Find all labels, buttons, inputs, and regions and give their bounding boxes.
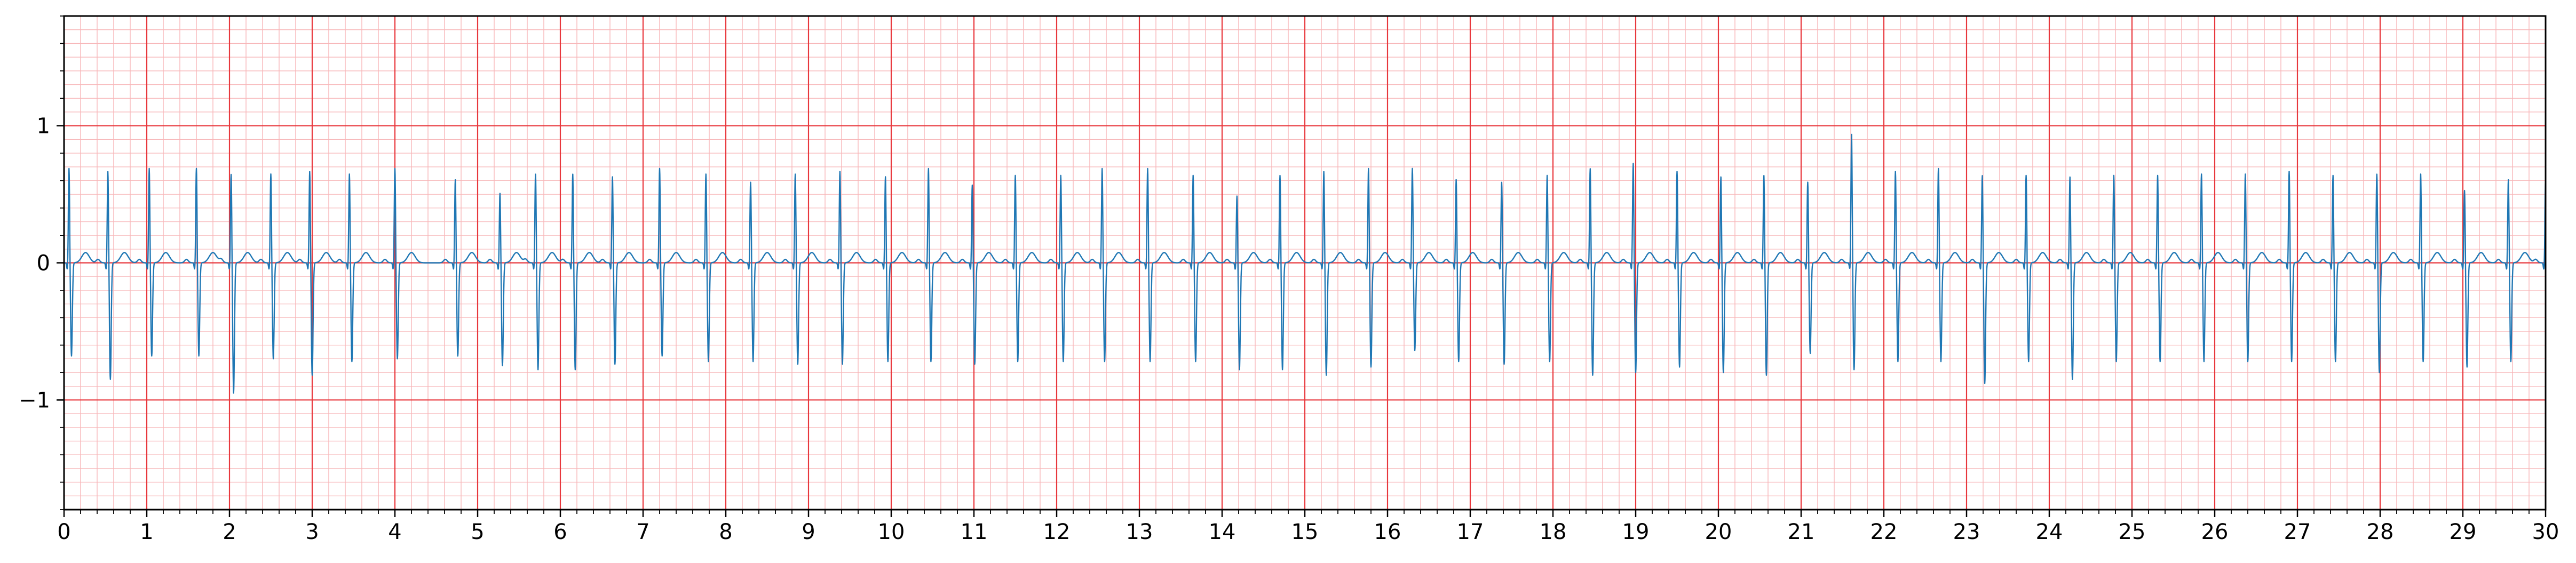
x-tick-label: 6 [553,520,567,544]
x-tick-label: 4 [388,520,401,544]
x-axis: 0 1 2 3 4 5 6 7 8 9 10 11 12 13 14 15 16 17 18 19 20 21 22 23 24… [57,510,2559,544]
x-tick-label: 8 [719,520,732,544]
x-tick-label: 22 [1870,520,1898,544]
ecg-trace-line [64,133,2547,394]
x-tick-label: 2 [223,520,236,544]
x-tick-label: 14 [1209,520,1236,544]
x-tick-label: 13 [1126,520,1153,544]
x-tick-label: 7 [636,520,649,544]
x-tick-label: 3 [305,520,319,544]
x-tick-label: 29 [2450,520,2477,544]
y-tick-label: 1 [37,114,50,139]
x-tick-label: 1 [140,520,153,544]
x-tick-label: 28 [2367,520,2394,544]
x-tick-label: 18 [1540,520,1567,544]
x-tick-label: 26 [2201,520,2229,544]
x-tick-label: 25 [2119,520,2146,544]
x-tick-label: 19 [1622,520,1650,544]
x-tick-label: 30 [2532,520,2559,544]
x-tick-label: 16 [1374,520,1401,544]
x-tick-label: 11 [961,520,988,544]
x-tick-label: 12 [1043,520,1071,544]
x-tick-label: 15 [1291,520,1319,544]
x-tick-label: 9 [802,520,815,544]
x-tick-label: 20 [1705,520,1732,544]
x-tick-label: 10 [878,520,905,544]
y-axis: −1 0 1 [19,15,64,510]
x-tick-label: 17 [1457,520,1484,544]
x-tick-label: 27 [2284,520,2311,544]
x-tick-label: 5 [471,520,484,544]
ecg-trace-group [64,133,2547,394]
x-tick-label: 0 [57,520,70,544]
x-tick-label: 23 [1953,520,1980,544]
y-tick-label: −1 [19,388,50,413]
y-tick-label: 0 [37,251,50,276]
x-tick-label: 24 [2036,520,2063,544]
x-tick-label: 21 [1788,520,1815,544]
